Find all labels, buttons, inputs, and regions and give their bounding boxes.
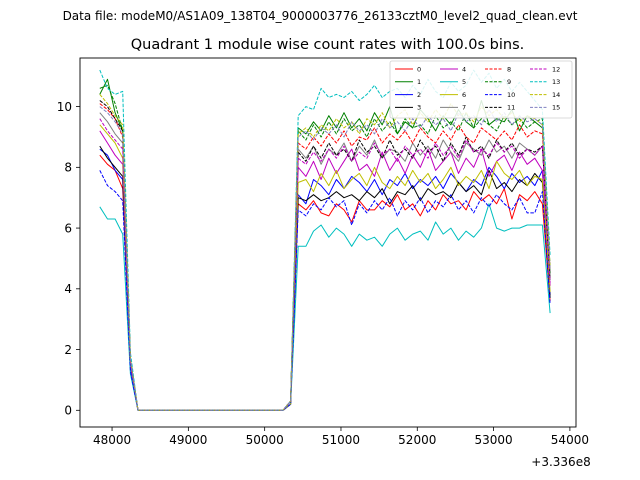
x-tick-label: 50000 — [246, 433, 284, 447]
legend-label-3: 3 — [417, 104, 421, 112]
x-tick-label: 49000 — [169, 433, 207, 447]
x-tick-label: 48000 — [93, 433, 131, 447]
y-tick-label: 6 — [64, 221, 72, 235]
legend-label-5: 5 — [462, 78, 466, 86]
legend-box — [389, 60, 573, 119]
legend-label-8: 8 — [507, 65, 511, 73]
y-tick-label: 10 — [57, 100, 72, 114]
y-tick-label: 2 — [64, 343, 72, 357]
series-layer — [99, 69, 551, 411]
legend-label-0: 0 — [417, 65, 421, 73]
legend-label-2: 2 — [417, 91, 421, 99]
x-axis: 48000 49000 50000 51000 52000 53000 54000 — [93, 427, 589, 447]
series-line-14 — [99, 94, 551, 411]
plot-frame — [79, 57, 577, 428]
x-offset-label: +3.336e8 — [531, 455, 590, 469]
x-tick-label: 52000 — [398, 433, 436, 447]
legend-label-14: 14 — [552, 91, 560, 99]
legend-label-12: 12 — [552, 65, 560, 73]
x-tick-label: 54000 — [551, 433, 589, 447]
y-tick-label: 0 — [64, 404, 72, 418]
x-tick-label: 51000 — [322, 433, 360, 447]
x-tick-label: 53000 — [474, 433, 512, 447]
y-tick-label: 4 — [64, 282, 72, 296]
legend-label-4: 4 — [462, 65, 466, 73]
chart-title: Quadrant 1 module wise count rates with … — [131, 37, 525, 53]
legend-label-10: 10 — [507, 91, 515, 99]
legend-label-6: 6 — [462, 91, 466, 99]
legend-label-7: 7 — [462, 104, 466, 112]
suptitle: Data file: modeM0/AS1A09_138T04_90000037… — [63, 9, 578, 23]
legend-label-11: 11 — [507, 104, 515, 112]
legend-label-13: 13 — [552, 78, 560, 86]
legend-label-9: 9 — [507, 78, 511, 86]
y-tick-label: 8 — [64, 161, 72, 175]
y-axis: 0 2 4 6 8 10 — [57, 100, 80, 418]
legend-label-1: 1 — [417, 78, 421, 86]
legend-label-15: 15 — [552, 104, 560, 112]
